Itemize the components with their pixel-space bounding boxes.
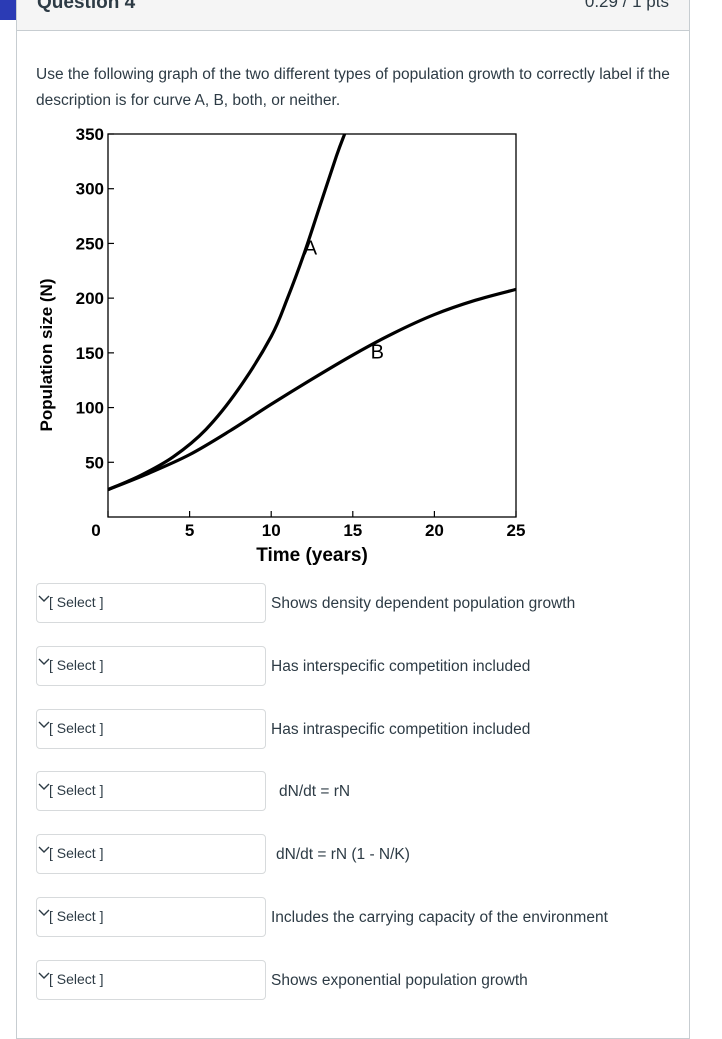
y-tick-label: 200 xyxy=(76,289,104,308)
plot-frame xyxy=(107,133,517,518)
select-value: [ Select ] xyxy=(49,970,104,987)
answer-select[interactable]: [ Select ] xyxy=(36,771,266,812)
x-tick-label: 5 xyxy=(185,521,194,540)
chevron-down-icon xyxy=(38,595,50,602)
select-value: [ Select ] xyxy=(49,719,104,736)
answer-description: Shows density dependent population growt… xyxy=(271,595,576,612)
select-value: [ Select ] xyxy=(49,594,104,610)
answer-description: Has interspecific competition included xyxy=(271,657,531,675)
select-value: [ Select ] xyxy=(49,656,104,673)
select-value: [ Select ] xyxy=(49,845,104,862)
question-prompt: Use the following graph of the two diffe… xyxy=(36,66,670,109)
chevron-down-icon xyxy=(38,658,50,665)
answer-select[interactable]: [ Select ] xyxy=(36,645,266,686)
x-tick-label: 15 xyxy=(343,521,362,540)
chevron-down-icon xyxy=(38,783,50,791)
curve-a xyxy=(107,133,347,492)
y-tick-label: 100 xyxy=(76,399,104,418)
y-axis-label: Population size (N) xyxy=(37,279,56,432)
answer-select[interactable]: [ Select ] xyxy=(36,897,266,937)
question-title: Question 4 xyxy=(37,0,136,13)
chevron-down-icon xyxy=(38,972,50,979)
answer-description: dN/dt = rN xyxy=(279,783,351,801)
question-card: Question 4 0.29 / 1 pts xyxy=(16,0,690,1039)
y-tick-label: 150 xyxy=(76,344,104,363)
answer-description: Shows exponential population growth xyxy=(271,971,528,989)
x-tick-label: 25 xyxy=(507,521,526,540)
answer-description: Has intraspecific competition included xyxy=(271,720,531,738)
select-value: [ Select ] xyxy=(49,908,104,924)
answer-select[interactable]: [ Select ] xyxy=(36,959,266,1000)
answer-description: Includes the carrying capacity of the en… xyxy=(271,909,608,926)
question-header: Question 4 0.29 / 1 pts xyxy=(17,0,689,31)
curve-label: B xyxy=(371,341,384,363)
y-tick-label: 300 xyxy=(76,180,104,199)
chevron-down-icon xyxy=(38,909,50,916)
x-axis-label: Time (years) xyxy=(256,545,368,566)
population-growth-chart: 50 100 150 200 250 300 350 0 5 10 15 20 25 A B Time (y… xyxy=(37,125,526,566)
y-tick-label: 250 xyxy=(76,234,104,253)
answer-select[interactable]: [ Select ] xyxy=(36,708,266,749)
x-tick-label: 20 xyxy=(425,521,444,540)
question-points: 0.29 / 1 pts xyxy=(584,0,669,11)
select-value: [ Select ] xyxy=(49,782,104,799)
curve-b xyxy=(107,287,517,492)
curve-label: A xyxy=(304,237,318,259)
y-tick-label: 350 xyxy=(76,125,104,144)
y-tick-label: 50 xyxy=(85,453,104,472)
x-tick-label: 0 xyxy=(91,521,100,540)
x-tick-label: 10 xyxy=(262,521,281,540)
answer-description: dN/dt = rN (1 - N/K) xyxy=(276,846,410,864)
chevron-down-icon xyxy=(38,846,50,854)
answer-select[interactable]: [ Select ] xyxy=(36,583,266,623)
chevron-down-icon xyxy=(38,721,50,728)
answer-select[interactable]: [ Select ] xyxy=(36,834,266,875)
